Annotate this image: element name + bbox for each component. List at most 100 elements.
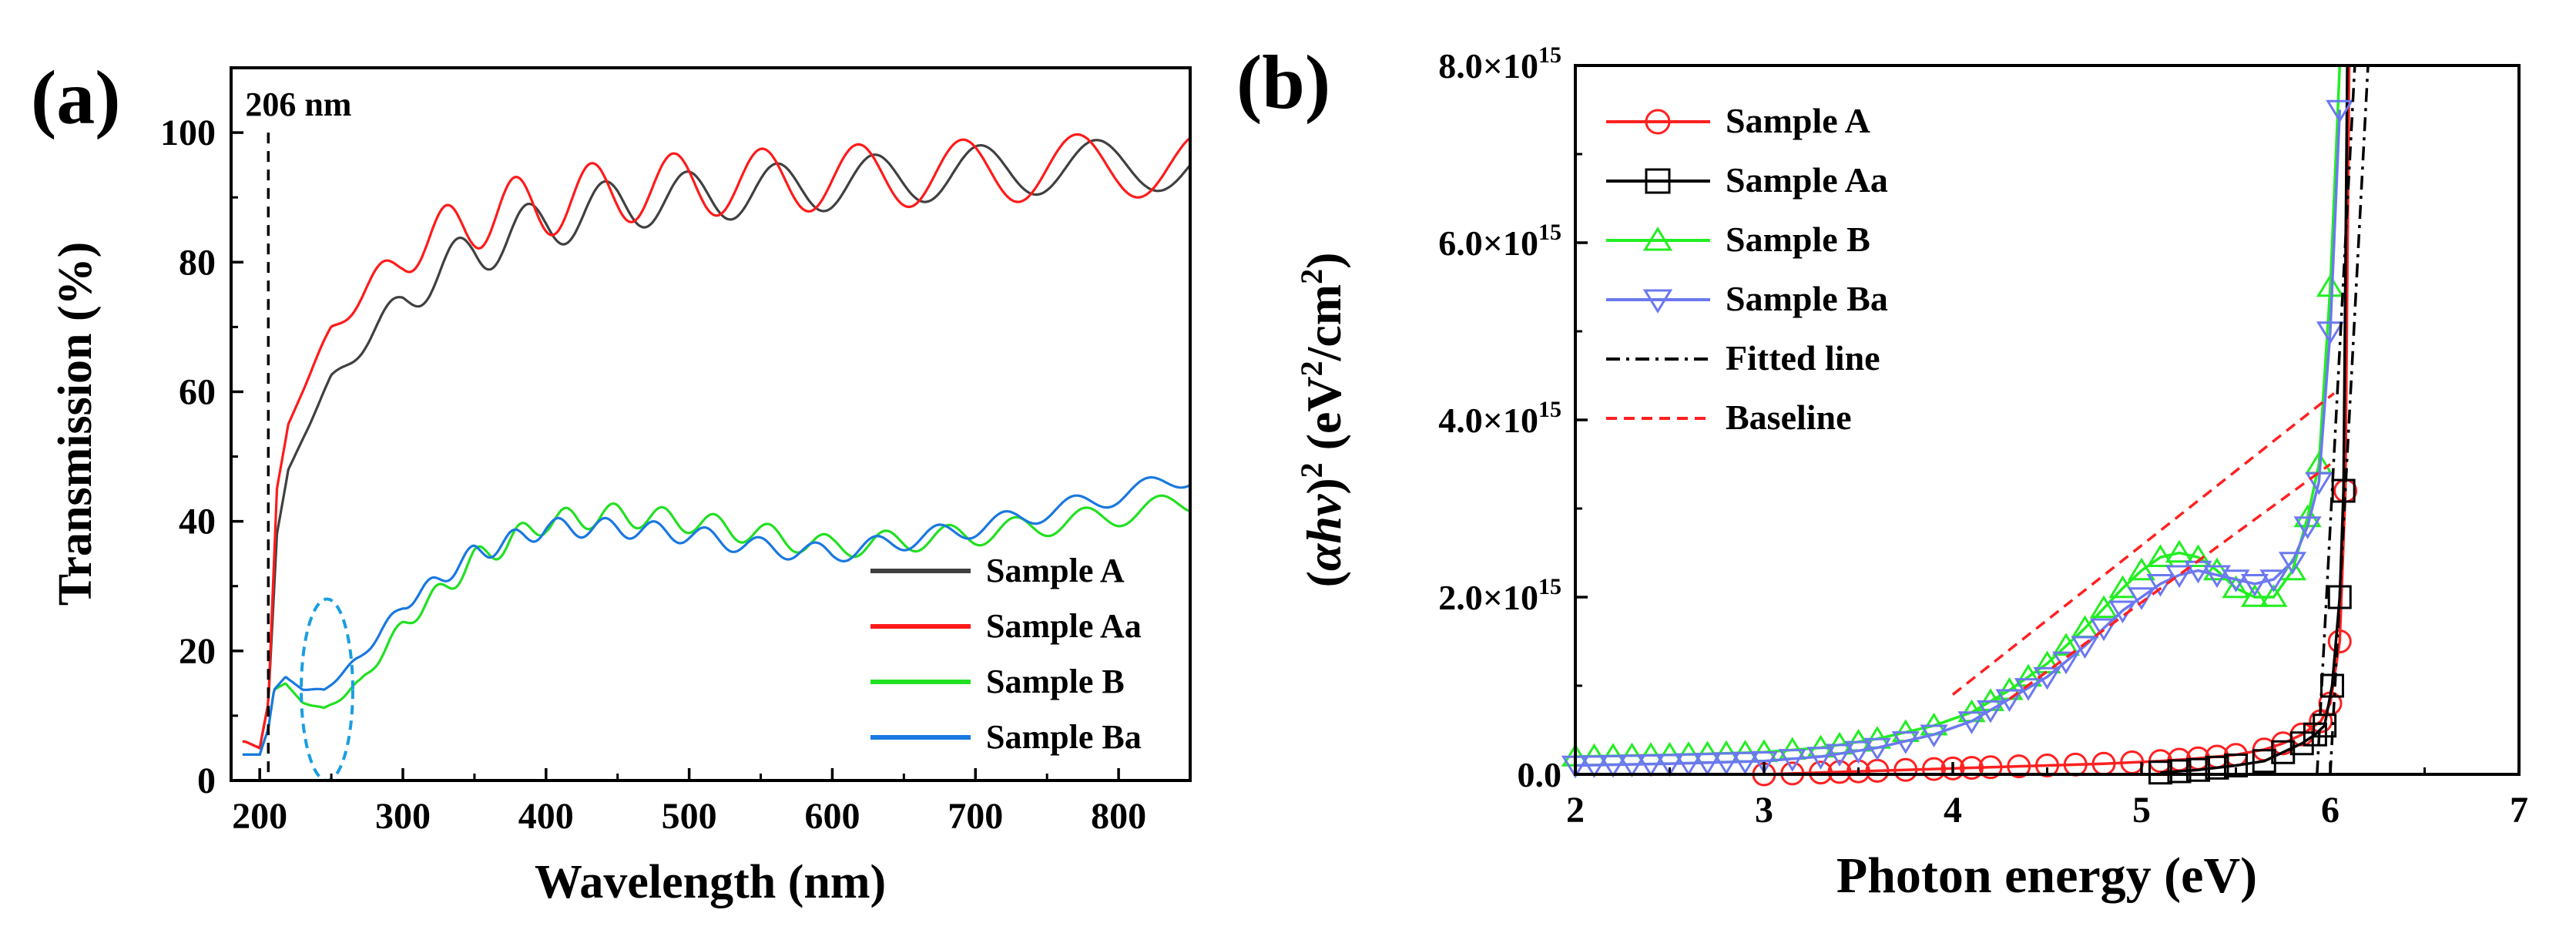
marker-triangle-down [1580,755,1608,778]
panel-b-x-tick-label: 3 [1755,790,1773,831]
marker-triangle-down [1749,751,1779,774]
marker-triangle-down [2240,574,2269,597]
marker-circle [2327,629,2352,653]
panel-a-legend-label: Sample B [986,663,1125,700]
marker-triangle-up [2089,595,2118,619]
marker-triangle-down [1674,753,1703,777]
marker-circle [1960,756,1984,780]
marker-triangle-up [2127,557,2156,581]
panel-a-legend: Sample A Sample Aa Sample B Sample Ba [870,552,1142,756]
marker-triangle-down [1844,740,1873,764]
baseline-line-0 [1951,392,2335,696]
panel-a-x-tick-label: 700 [948,796,1003,837]
panel-b-tauc-plot: (b) 2 3 4 5 6 7 0.0 2.0×1015 4.0×1015 6.0×1015 8.0… [1236,39,2528,904]
marker-triangle-up [2222,575,2250,599]
marker-triangle-down [1920,724,1948,748]
panel-a-legend-label: Sample Ba [986,718,1142,756]
marker-triangle-down [2316,321,2345,344]
marker-triangle-up [2184,544,2212,567]
marker-triangle-down [2089,618,2118,642]
panel-a-legend-label: Sample A [986,552,1125,589]
cutoff-annotation: 206 nm [245,86,351,123]
marker-square [2186,757,2210,782]
panel-b-legend-label: Fitted line [1726,338,1880,378]
panel-b-x-tick-label: 4 [1944,790,1962,831]
marker-triangle-up [2316,274,2345,297]
marker-triangle-down [2165,565,2194,589]
marker-triangle-down [1655,754,1684,777]
marker-circle [1809,760,1833,785]
marker-square [2167,759,2192,784]
panel-b-legend-label: Sample Aa [1726,160,1888,200]
panel-b-legend-label: Baseline [1726,398,1852,437]
marker-triangle-down [2071,636,2099,660]
marker-circle [1940,756,1965,780]
marker-triangle-down [1731,751,1759,775]
marker-triangle-down [1598,754,1628,778]
marker-circle [1922,757,1946,781]
marker-circle [2007,754,2031,779]
marker-circle [1978,755,2003,780]
marker-triangle-down [1642,289,1673,314]
panel-b-y-tick-label: 8.0×1015 [1438,42,1561,86]
panel-b-legend-label: Sample B [1726,220,1870,259]
marker-triangle-down [2202,565,2232,589]
panel-a-series-group [242,133,1191,756]
marker-square [2303,722,2327,747]
marker-square [1645,168,1671,194]
panel-a-ticks: 200 300 400 500 600 700 800 0 20 40 60 80 100 [160,112,1146,837]
panel-a-annotations: 206 nm [245,86,354,782]
marker-square [2252,749,2276,774]
marker-square [2271,740,2296,764]
marker-triangle-up [1642,227,1673,251]
marker-triangle-down [1957,711,1986,734]
marker-triangle-up [2108,575,2137,599]
fitted-line-0 [2316,65,2356,775]
panel-b-x-axis-label: Photon energy (eV) [1836,848,2257,904]
panel-a-legend-label: Sample Aa [986,607,1142,645]
marker-square [2289,731,2314,756]
marker-triangle-up [2146,544,2175,567]
panel-b-y-tick-label: 0.0 [1518,755,1562,794]
marker-triangle-down [2278,552,2307,575]
panel-b-legend: Sample A Sample Aa Sample B Sample Ba Fitted… [1606,101,1888,437]
marker-triangle-down [2293,516,2322,539]
marker-triangle-down [1863,737,1892,761]
panel-b-series-line-1 [2160,65,2349,774]
marker-triangle-down [2146,574,2175,597]
marker-triangle-down [2259,569,2288,592]
panel-a-x-tick-label: 300 [375,796,431,837]
marker-triangle-up [2278,557,2307,581]
panel-b-series-group [1561,65,2370,787]
panel-b-x-tick-label: 5 [2132,790,2151,831]
panel-a-x-tick-label: 600 [804,796,860,837]
panel-a-y-tick-label: 60 [179,371,216,412]
marker-triangle-down [2033,666,2061,690]
marker-triangle-down [1806,747,1835,770]
panel-b-y-tick-label: 2.0×1015 [1438,574,1561,617]
marker-circle [1893,757,1918,782]
panel-b-label: (b) [1236,39,1330,125]
panel-b-y-tick-label: 4.0×1015 [1438,397,1561,440]
marker-triangle-down [1976,700,2005,723]
marker-triangle-down [1778,749,1806,772]
panel-a-series-line-3 [242,476,1190,756]
panel-a-y-tick-label: 0 [197,760,216,801]
panel-b-y-tick-label: 6.0×1015 [1438,220,1561,263]
panel-a-series-line-2 [242,494,1190,756]
fitted-line-1 [2329,65,2370,775]
marker-triangle-down [1618,754,1646,777]
marker-circle [1645,109,1671,135]
marker-square [2313,713,2337,738]
marker-triangle-down [2326,99,2354,123]
panel-a-y-tick-label: 80 [179,242,216,283]
marker-triangle-down [1636,754,1665,777]
panel-a-y-tick-label: 40 [179,502,216,542]
panel-a-y-tick-label: 20 [179,631,216,672]
marker-triangle-up [2165,539,2194,563]
marker-triangle-down [1693,753,1722,776]
marker-triangle-down [2127,587,2156,610]
panel-b-y-axis-label: (αhν)2 (eV2/cm2) [1294,253,1351,588]
panel-a-x-tick-label: 400 [518,796,574,837]
